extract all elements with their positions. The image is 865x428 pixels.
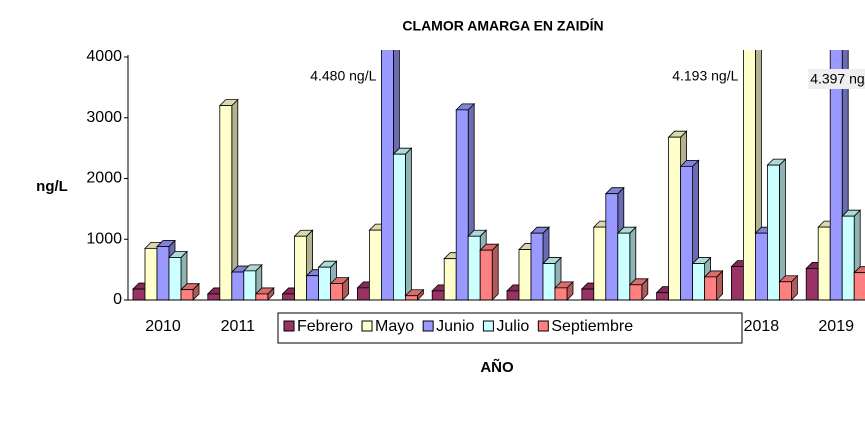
bar [703,269,724,301]
label-bg [808,69,865,89]
bar-front [404,295,418,301]
bar [392,147,413,301]
bar-top [830,27,848,33]
bar [853,266,865,301]
bar-front [680,165,693,301]
legend-label: Julio [496,318,529,335]
bar-front [356,287,370,301]
y-tick-label: 2000 [86,170,122,187]
y-tick-label: 1000 [86,230,122,247]
legend-label: Septiembre [551,318,633,335]
bar-front [255,293,269,301]
bar-front [467,235,481,301]
bar [242,263,263,301]
bar [218,98,239,301]
bar-front [743,50,756,301]
bar-front [207,293,221,301]
bar-front [841,215,855,301]
bar-front [231,271,245,301]
x-tick-label: 2019 [818,318,854,335]
y-tick-label: 3000 [86,109,122,126]
bar-front [168,257,182,301]
legend-swatch [482,320,494,332]
legend-box [277,312,743,344]
bar-front [368,229,382,301]
legend-swatch [537,320,549,332]
bar-side [404,147,412,301]
bar-front [156,246,170,301]
y-tick-label: 0 [113,291,122,308]
bar-front [779,281,792,301]
y-tick-label: 4000 [86,48,122,65]
bar-top [381,22,399,28]
bar-front [593,226,607,301]
bar [604,186,625,301]
bar-front [506,290,520,301]
bar-front [629,284,643,301]
x-axis-title: AÑO [480,358,514,376]
legend-swatch [361,320,373,332]
bar [479,243,500,301]
legend-label: Mayo [375,318,414,335]
y-axis-title: ng/L [36,178,68,195]
bar-front [668,136,681,301]
bar [329,276,350,301]
bar-front [443,258,457,301]
bar-front [431,290,445,301]
bar-front [144,247,158,301]
bar-front [656,292,669,301]
bar-front [817,226,831,301]
legend-label: Febrero [297,318,353,335]
bar-front [767,164,780,301]
bar-front [554,287,568,301]
x-tick-label: 2010 [145,318,181,335]
bar-side [491,243,499,301]
legend-label: Junio [436,318,474,335]
bar-front [132,288,146,301]
bar-front [704,276,717,301]
bar-front [805,268,819,301]
legend-swatch [422,320,434,332]
legend-swatch [283,320,295,332]
bar-front [380,50,394,301]
bar [778,274,799,301]
bar-front [318,266,332,301]
bar [542,256,562,301]
bar-front [692,263,705,301]
x-tick-label: 2018 [744,318,780,335]
bar-front [479,249,493,301]
bar-front [617,232,631,301]
plot-area [132,22,865,301]
bar-front [542,263,556,301]
bar-front [581,288,595,301]
bar-front [853,272,865,301]
bar-front [731,266,744,301]
bar [628,277,649,301]
bar-front [392,153,406,301]
x-tick-label: 2011 [221,318,256,335]
bar-front [518,249,532,301]
chart-title: CLAMOR AMARGA EN ZAIDÍN [402,18,603,34]
bar-top [743,39,761,45]
bar-front [306,275,320,301]
value-label: 4.193 ng/L [672,68,738,84]
bar-front [282,293,296,301]
value-label: 4.397 ng/L [810,71,865,87]
bar-front [243,270,257,301]
bar-front [219,105,233,301]
bar-front [755,232,768,301]
bar-front [605,193,619,301]
bar-front [180,289,194,301]
bar [254,286,275,301]
value-label: 4.480 ng/L [310,68,376,84]
bar [180,282,200,301]
bar-front [330,283,344,301]
bar-front [455,109,469,301]
bar-front [530,232,544,301]
bar [554,280,574,301]
bar-front [294,235,308,301]
